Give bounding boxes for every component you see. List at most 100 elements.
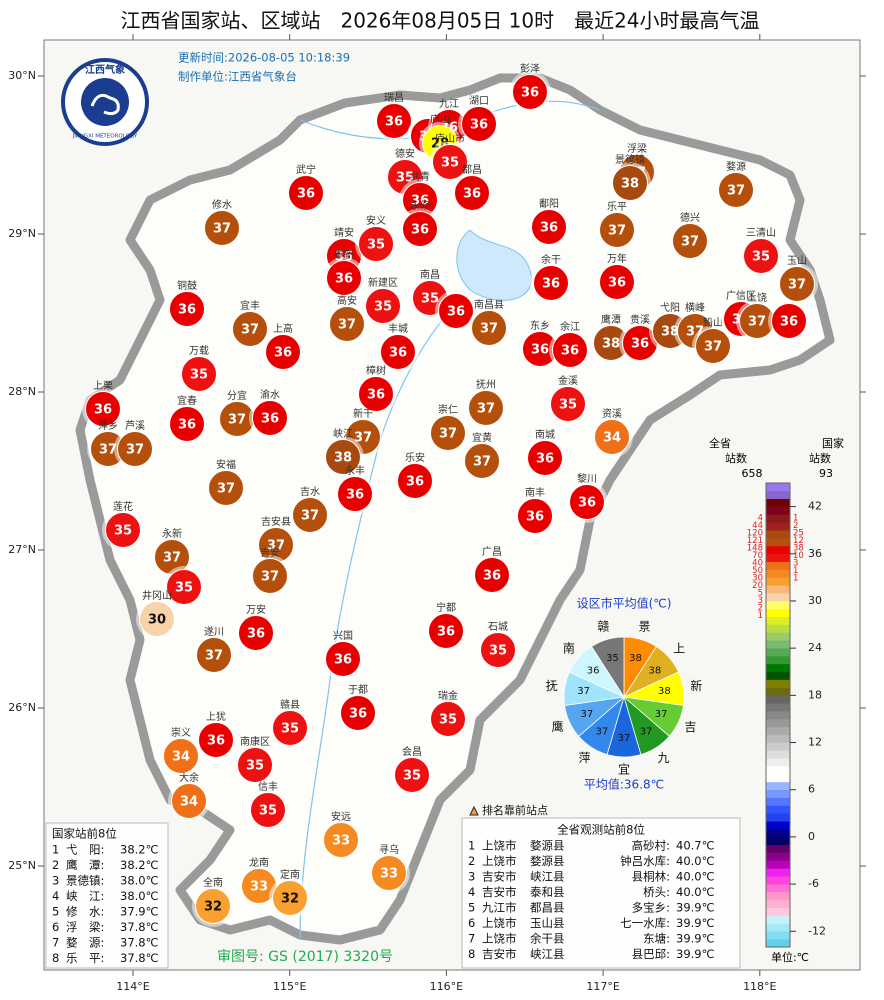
station-value: 37 [681, 235, 699, 250]
station-value: 32 [281, 892, 299, 907]
station-name: 德兴 [680, 211, 700, 224]
station-name: 贵溪 [630, 313, 650, 326]
station-circle [272, 880, 308, 916]
station-circle [252, 400, 288, 436]
station-circle [430, 701, 466, 737]
national-top-cell: 乐 平: [66, 951, 104, 965]
station-value: 36 [540, 221, 558, 236]
colorbar-cell [766, 514, 790, 523]
station-circle [171, 783, 207, 819]
colorbar-cell [766, 585, 790, 594]
colorbar-cell [766, 726, 790, 735]
colorbar-cell [766, 522, 790, 531]
station-name: 上饶 [747, 291, 767, 304]
station-value: 36 [463, 187, 481, 202]
station-circle [599, 212, 635, 248]
station-circle [195, 888, 231, 924]
province-top-cell: 39.9℃ [676, 916, 715, 930]
station-value: 37 [213, 222, 231, 237]
station-name: 修水 [212, 198, 232, 211]
province-top-cell: 5 [468, 901, 475, 915]
all-count: 50 [752, 566, 763, 576]
colorbar-cell [766, 758, 790, 767]
station-value: 36 [94, 403, 112, 418]
station-circle [718, 172, 754, 208]
province-top-cell: 40.7℃ [676, 839, 715, 853]
national-top-cell: 鹰 潭: [66, 858, 104, 872]
province-top-cell: 玉山县 [530, 916, 565, 930]
station-value: 35 [114, 524, 132, 539]
station-circle [288, 175, 324, 211]
station-name: 石城 [488, 621, 508, 633]
colorbar-cell [766, 687, 790, 696]
colorbar-cell [766, 797, 790, 806]
all-count: 40 [752, 559, 763, 569]
colorbar-cell [766, 829, 790, 838]
station-circle [474, 557, 510, 593]
pie-value: 35 [606, 653, 619, 664]
station-name: 新干 [353, 407, 373, 420]
national-count: 1 [793, 574, 798, 584]
colorbar-label: 6 [808, 783, 815, 796]
colorbar-cell [766, 876, 790, 885]
station-name: 德安 [395, 147, 415, 160]
pie-slice [591, 636, 625, 699]
station-circle [181, 356, 217, 392]
national-top-cell: 浮 梁: [66, 920, 104, 934]
station-circle [527, 440, 563, 476]
station-value: 35 [439, 713, 457, 728]
national-top-cell: 38.0℃ [120, 874, 159, 888]
pie-value: 37 [596, 726, 609, 737]
colorbar-label: -12 [808, 924, 826, 937]
province-top-cell: 峡江县 [530, 870, 565, 884]
station-value: 36 [349, 707, 367, 722]
station-value: 36 [780, 315, 798, 330]
colorbar-label: 30 [808, 594, 822, 607]
station-name: 玉山 [787, 255, 807, 267]
station-name: 高安 [337, 294, 357, 307]
colorbar-cell [766, 868, 790, 877]
station-name: 庐山 [430, 113, 450, 126]
colorbar-cell [766, 750, 790, 759]
station-value: 36 [261, 412, 279, 427]
province-top-cell: 39.9℃ [676, 947, 715, 961]
logo-swirl [90, 93, 120, 116]
pie-name: 抚 [546, 679, 558, 693]
province-top-cell: 上饶市 [482, 916, 517, 930]
national-top-cell: 37.8℃ [120, 951, 159, 965]
national-label: 国家 [822, 436, 844, 450]
colorbar-cell [766, 907, 790, 916]
pie-name: 南 [563, 641, 575, 656]
colorbar-label: 0 [808, 830, 815, 843]
poyang-lake [456, 229, 533, 301]
station-value: 37 [126, 443, 144, 458]
unit: 单位:℃ [771, 950, 809, 964]
station-name: 广信区 [726, 290, 756, 302]
province-top-cell: 多宝乡: [632, 901, 670, 915]
national-top-cell: 8 [52, 951, 59, 965]
station-value: 33 [380, 867, 398, 882]
station-circle [337, 476, 373, 512]
lon-label: 117°E [586, 980, 619, 993]
station-circle [238, 615, 274, 651]
station-name: 广昌 [482, 546, 502, 558]
station-value: 35 [374, 300, 392, 315]
station-name: 余干 [541, 253, 561, 266]
station-circle [252, 558, 288, 594]
station-name: 上高 [273, 322, 293, 335]
station-name: 共青 [410, 170, 430, 183]
station-name: 安义 [366, 214, 386, 227]
station-name: 吉安县 [261, 515, 291, 528]
station-name: 井冈山 [142, 589, 172, 602]
colorbar-cell [766, 616, 790, 625]
all-count: 5 [758, 589, 763, 599]
province-top-cell: 6 [468, 916, 475, 930]
station-value: 35 [246, 759, 264, 774]
colorbar-cell [766, 734, 790, 743]
station-circle [265, 334, 301, 370]
station-circle [552, 332, 588, 368]
pie-name: 新 [690, 678, 702, 693]
colorbar-cell [766, 624, 790, 633]
station-name: 定南 [280, 868, 300, 881]
pie-value: 37 [640, 726, 653, 737]
